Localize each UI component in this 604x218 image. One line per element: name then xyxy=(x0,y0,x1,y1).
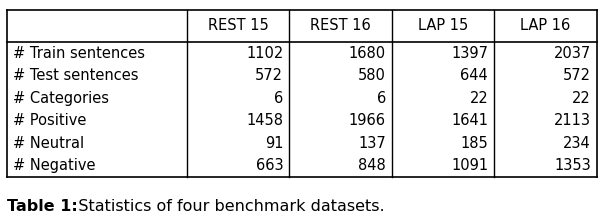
Text: # Categories: # Categories xyxy=(13,91,109,106)
Text: REST 15: REST 15 xyxy=(208,19,268,33)
Text: LAP 15: LAP 15 xyxy=(418,19,468,33)
Text: # Positive: # Positive xyxy=(13,113,86,128)
Text: Statistics of four benchmark datasets.: Statistics of four benchmark datasets. xyxy=(63,199,384,213)
Text: 1397: 1397 xyxy=(451,46,488,61)
Text: # Test sentences: # Test sentences xyxy=(13,68,139,83)
Text: 1353: 1353 xyxy=(554,158,591,173)
Text: Table 1:: Table 1: xyxy=(7,199,78,213)
Text: # Train sentences: # Train sentences xyxy=(13,46,146,61)
Text: 1458: 1458 xyxy=(246,113,283,128)
Text: 1102: 1102 xyxy=(246,46,283,61)
Text: 137: 137 xyxy=(358,136,386,151)
Text: 185: 185 xyxy=(460,136,488,151)
Text: 22: 22 xyxy=(469,91,488,106)
Text: REST 16: REST 16 xyxy=(310,19,371,33)
Text: LAP 16: LAP 16 xyxy=(521,19,571,33)
Text: 644: 644 xyxy=(460,68,488,83)
Text: 848: 848 xyxy=(358,158,386,173)
Text: 572: 572 xyxy=(563,68,591,83)
Text: 663: 663 xyxy=(255,158,283,173)
Text: 6: 6 xyxy=(376,91,386,106)
Text: 234: 234 xyxy=(563,136,591,151)
Text: 1680: 1680 xyxy=(349,46,386,61)
Text: 22: 22 xyxy=(572,91,591,106)
Text: 1641: 1641 xyxy=(451,113,488,128)
Text: 91: 91 xyxy=(265,136,283,151)
Text: # Negative: # Negative xyxy=(13,158,96,173)
Text: 1091: 1091 xyxy=(451,158,488,173)
Text: 2037: 2037 xyxy=(553,46,591,61)
Text: 1966: 1966 xyxy=(349,113,386,128)
Text: # Neutral: # Neutral xyxy=(13,136,85,151)
Text: 580: 580 xyxy=(358,68,386,83)
Text: 2113: 2113 xyxy=(554,113,591,128)
Text: 572: 572 xyxy=(255,68,283,83)
Text: 6: 6 xyxy=(274,91,283,106)
